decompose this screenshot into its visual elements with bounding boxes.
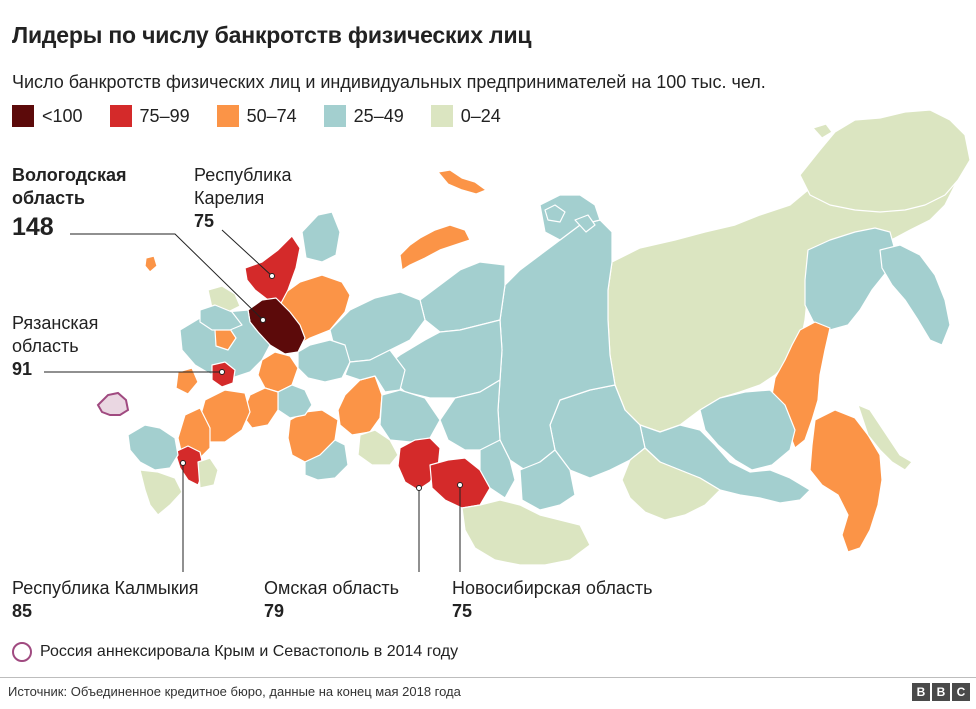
region-wrangel — [812, 123, 833, 139]
region-tuva — [519, 449, 576, 511]
legend-swatch — [216, 105, 239, 127]
callout-vologda: Вологодская область 148 — [12, 164, 126, 244]
page-subtitle: Число банкротств физических лиц и индиви… — [12, 72, 766, 92]
crimea-note: Россия аннексировала Крым и Севастополь … — [12, 642, 458, 662]
legend-label: 75–99 — [139, 105, 190, 126]
callout-ryazan-name-1: Рязанская — [12, 313, 99, 333]
callout-ryazan-value: 91 — [12, 359, 33, 379]
legend: <100 75–99 50–74 25–49 0–24 — [12, 104, 528, 128]
region-kemerovo — [479, 439, 516, 499]
leader-vologda — [70, 233, 264, 321]
callout-kalmykia: Республика Калмыкия 85 — [12, 577, 199, 623]
region-tatarstan — [277, 384, 313, 419]
marker-omsk — [416, 485, 422, 491]
page-title: Лидеры по числу банкротств физических ли… — [12, 22, 532, 48]
region-crimea — [96, 391, 130, 416]
legend-label: <100 — [42, 105, 83, 126]
callout-novosibirsk-value: 75 — [452, 601, 473, 621]
callout-omsk: Омская область 79 — [264, 577, 399, 623]
legend-label: 0–24 — [460, 105, 501, 126]
region-tula-orange — [175, 367, 199, 395]
region-khmao — [379, 319, 503, 399]
bbc-logo-letter: B — [932, 683, 950, 701]
callout-vologda-value: 148 — [12, 213, 54, 241]
region-yamal — [419, 261, 506, 333]
callout-omsk-value: 79 — [264, 601, 285, 621]
region-sakhalin — [857, 404, 913, 471]
region-amur — [699, 389, 796, 471]
legend-swatch — [109, 105, 132, 127]
region-lenobl — [199, 304, 243, 331]
region-krasnodar — [127, 424, 179, 471]
legend-label: 50–74 — [246, 105, 297, 126]
callout-vologda-name-2: область — [12, 188, 86, 208]
callout-ryazan-name-2: область — [12, 336, 79, 356]
region-murmansk — [301, 211, 341, 263]
legend-swatch — [430, 105, 453, 127]
marker-novosibirsk — [457, 482, 463, 488]
region-astrakhan — [197, 457, 219, 489]
crimea-note-text: Россия аннексировала Крым и Севастополь … — [40, 643, 459, 660]
region-sverdlovsk — [337, 375, 383, 436]
callout-omsk-name: Омская область — [264, 578, 400, 598]
region-magadan — [804, 227, 896, 331]
callout-karelia: Республика Карелия 75 — [194, 164, 292, 233]
region-primorye — [809, 409, 883, 553]
marker-kalmykia — [180, 460, 186, 466]
callout-karelia-name-1: Республика — [194, 165, 292, 185]
footer-divider — [0, 677, 976, 678]
marker-vologda — [260, 317, 266, 323]
callout-kalmykia-value: 85 — [12, 601, 33, 621]
region-arctic-islands — [544, 204, 566, 223]
legend-item: 50–74 — [216, 105, 297, 127]
region-altai — [461, 499, 591, 566]
region-buryatia — [621, 447, 721, 521]
region-novaya-zemlya — [399, 224, 471, 271]
crimea-circle-icon — [12, 642, 32, 662]
callout-ryazan: Рязанская область 91 — [12, 312, 98, 381]
callout-vologda-name-1: Вологодская — [12, 165, 127, 185]
source-text: Источник: Объединенное кредитное бюро, д… — [8, 684, 461, 699]
region-chukotka — [799, 109, 971, 213]
legend-item: 25–49 — [323, 105, 404, 127]
leader-karelia — [221, 229, 273, 277]
region-bashkortostan — [304, 439, 349, 481]
callout-karelia-value: 75 — [194, 211, 215, 231]
legend-label: 25–49 — [353, 105, 404, 126]
bbc-logo: B B C — [910, 683, 970, 701]
bbc-logo-letter: C — [952, 683, 970, 701]
callout-novosibirsk: Новосибирская область 75 — [452, 577, 653, 623]
callout-novosibirsk-name: Новосибирская область — [452, 578, 653, 598]
region-franz-josef — [437, 169, 487, 195]
legend-swatch — [323, 105, 346, 127]
legend-item: 0–24 — [430, 105, 501, 127]
callout-karelia-name-2: Карелия — [194, 188, 265, 208]
legend-item: 75–99 — [109, 105, 190, 127]
region-karelia — [244, 235, 301, 306]
region-kirov — [297, 339, 351, 383]
region-arctic-islands-2 — [574, 214, 596, 233]
region-perm — [344, 349, 406, 393]
region-kurgan — [357, 429, 399, 466]
legend-swatch — [12, 105, 34, 127]
region-caucasus — [139, 469, 183, 516]
bbc-logo-letter: B — [912, 683, 930, 701]
marker-ryazan — [219, 369, 225, 375]
legend-item: <100 — [12, 105, 83, 127]
marker-karelia — [269, 273, 275, 279]
region-kaliningrad — [144, 255, 158, 273]
callout-kalmykia-name: Республика Калмыкия — [12, 578, 199, 598]
region-kamchatka — [879, 244, 951, 346]
